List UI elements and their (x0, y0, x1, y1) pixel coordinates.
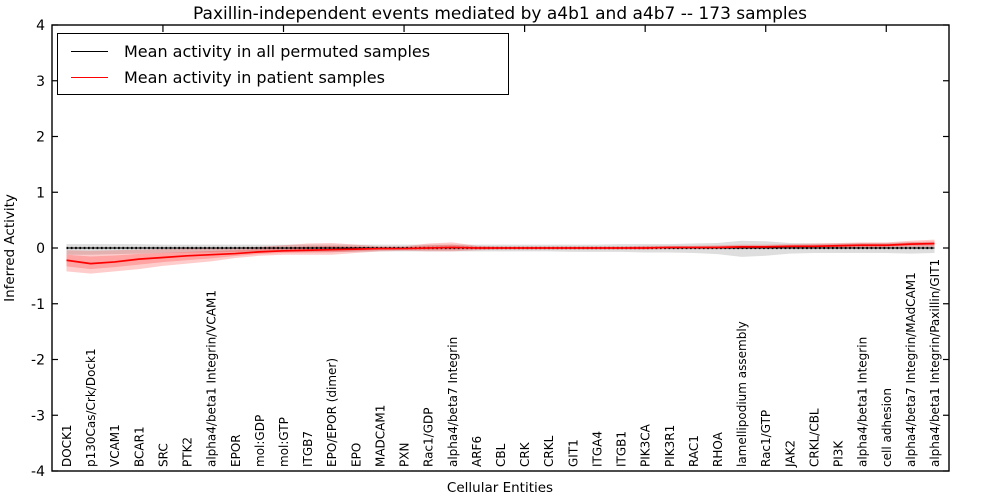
x-category-label: alpha4/beta7 Integrin/MAdCAM1 (904, 272, 918, 467)
y-tick-label: -1 (31, 297, 45, 313)
x-category-label: RHOA (711, 431, 725, 467)
patient-line-sample (71, 76, 108, 78)
x-category-label: mol:GTP (277, 417, 291, 467)
x-category-label: Rac1/GDP (422, 408, 436, 467)
x-category-label: ITGB7 (301, 431, 315, 467)
y-tick-label: 2 (36, 130, 45, 146)
x-category-label: alpha4/beta1 Integrin (856, 337, 870, 467)
legend-label-permuted: Mean activity in all permuted samples (124, 41, 431, 61)
x-category-label: EPOR (229, 434, 243, 467)
x-category-label: PIK3R1 (663, 425, 677, 467)
y-tick-label: -4 (31, 464, 45, 480)
x-category-label: CRKL/CBL (807, 408, 821, 467)
x-category-label: lamellipodium assembly (735, 321, 749, 467)
x-category-label: alpha4/beta1 Integrin/Paxillin/GIT1 (928, 259, 942, 467)
x-category-label: CRKL (542, 435, 556, 467)
y-tick-label: -3 (31, 408, 45, 424)
x-category-label: mol:GDP (253, 415, 267, 467)
x-category-label: BCAR1 (132, 426, 146, 467)
x-category-label: EPO/EPOR (dimer) (325, 358, 339, 467)
y-tick-label: -2 (31, 353, 45, 369)
x-category-label: GIT1 (566, 439, 580, 467)
legend-item-patient: Mean activity in patient samples (58, 64, 508, 90)
legend-label-patient: Mean activity in patient samples (124, 67, 385, 87)
x-category-label: ITGA4 (590, 431, 604, 467)
x-category-label: CBL (494, 443, 508, 467)
y-axis-label: Inferred Activity (2, 194, 18, 302)
chart-title: Paxillin-independent events mediated by … (193, 4, 807, 24)
legend: Mean activity in all permuted samples Me… (57, 33, 509, 95)
x-axis-label: Cellular Entities (446, 480, 554, 496)
x-category-label: RAC1 (687, 435, 701, 467)
x-category-label: p130Cas/Crk/Dock1 (84, 348, 98, 467)
patient-mean-line (66, 242, 935, 265)
x-category-label: alpha4/beta7 Integrin (446, 337, 460, 467)
x-category-label: VCAM1 (108, 424, 122, 467)
x-category-label: JAK2 (783, 440, 797, 468)
x-category-label: CRK (518, 441, 532, 467)
x-category-label: MADCAM1 (373, 405, 387, 467)
x-category-label: ARF6 (470, 436, 484, 467)
x-category-label: PIK3CA (639, 423, 653, 467)
x-category-label: PTK2 (181, 437, 195, 467)
x-category-label: SRC (156, 443, 170, 467)
y-tick-label: 1 (36, 185, 45, 201)
x-category-label: ITGB1 (615, 431, 629, 467)
y-tick-label: 0 (36, 241, 45, 257)
x-category-label: PI3K (832, 440, 846, 467)
legend-item-permuted: Mean activity in all permuted samples (58, 38, 508, 64)
x-category-label: cell adhesion (880, 388, 894, 467)
x-category-label: EPO (349, 443, 363, 467)
x-category-label: PXN (398, 443, 412, 467)
x-category-label: DOCK1 (60, 424, 74, 467)
y-tick-label: 4 (36, 18, 45, 34)
x-category-label: Rac1/GTP (759, 410, 773, 467)
x-category-label: alpha4/beta1 Integrin/VCAM1 (205, 290, 219, 467)
permuted-line-sample (71, 50, 108, 52)
y-tick-label: 3 (36, 74, 45, 90)
plot-frame (51, 24, 950, 472)
